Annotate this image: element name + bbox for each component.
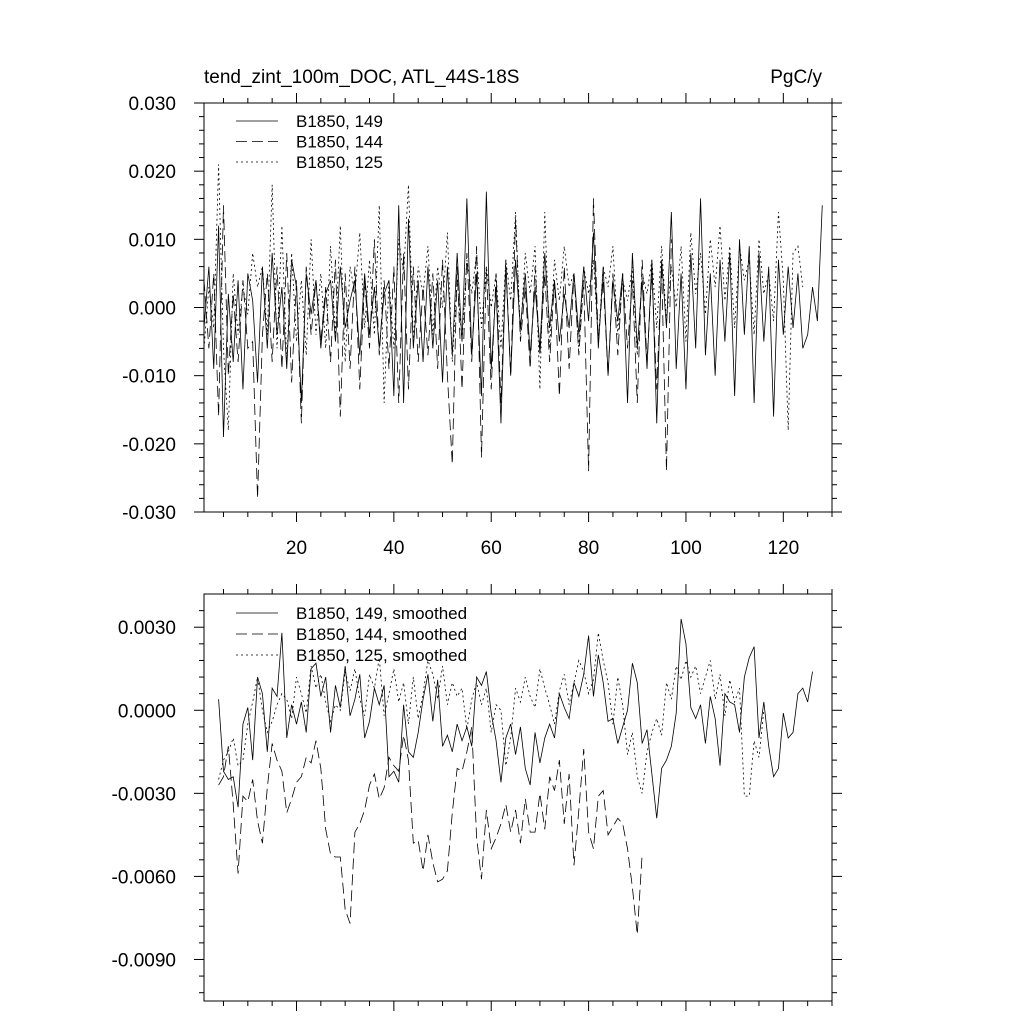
y-tick-label: 0.000 (128, 299, 176, 320)
series-line-dashed (203, 198, 672, 499)
x-tick-label: 80 (578, 538, 599, 559)
plot-frame (203, 593, 833, 1002)
x-tick-label: 100 (670, 538, 702, 559)
series-line-solid (218, 618, 813, 819)
x-tick-label: 120 (767, 538, 799, 559)
top-plot-area: 20 40 60 80 100 120 0.030 0.020 0.010 0.000 -0.010… (122, 93, 842, 559)
y-tick-label: -0.0090 (112, 950, 176, 971)
y-tick-label: 0.030 (128, 94, 176, 115)
x-tick-label: 20 (286, 538, 307, 559)
y-tick-label: -0.0060 (112, 867, 176, 888)
y-tick-label: 0.0030 (118, 618, 176, 639)
y-tick-label: 0.0000 (118, 701, 176, 722)
series-line-dotted (218, 632, 765, 797)
top-chart: tend_zint_100m_DOC, ATL_44S-18S PgC/y 20… (122, 67, 842, 559)
legend-label: B1850, 125, smoothed (296, 646, 467, 665)
bottom-chart: 0.0030 0.0000 -0.0030 -0.0060 -0.0090 B1850, … (112, 584, 842, 1011)
y-tick-label: 0.020 (128, 162, 176, 183)
legend-label: B1850, 149, smoothed (296, 604, 467, 623)
series-line-dashed (218, 726, 643, 935)
legend-label: B1850, 149 (296, 112, 383, 131)
y-tick-label: -0.010 (122, 367, 176, 388)
chart-units: PgC/y (770, 67, 822, 88)
y-tick-label: -0.0030 (112, 784, 176, 805)
legend-label: B1850, 144 (296, 133, 383, 152)
chart-title: tend_zint_100m_DOC, ATL_44S-18S (204, 67, 519, 88)
x-tick-label: 60 (481, 538, 502, 559)
y-tick-label: 0.010 (128, 230, 176, 251)
legend-label: B1850, 125 (296, 153, 383, 172)
y-tick-label: -0.020 (122, 435, 176, 456)
x-tick-label: 40 (383, 538, 404, 559)
y-tick-label: -0.030 (122, 503, 176, 524)
legend-label: B1850, 144, smoothed (296, 625, 467, 644)
series-line-dotted (203, 164, 804, 431)
bottom-plot-area: 0.0030 0.0000 -0.0030 -0.0060 -0.0090 B1850, … (112, 584, 842, 1011)
